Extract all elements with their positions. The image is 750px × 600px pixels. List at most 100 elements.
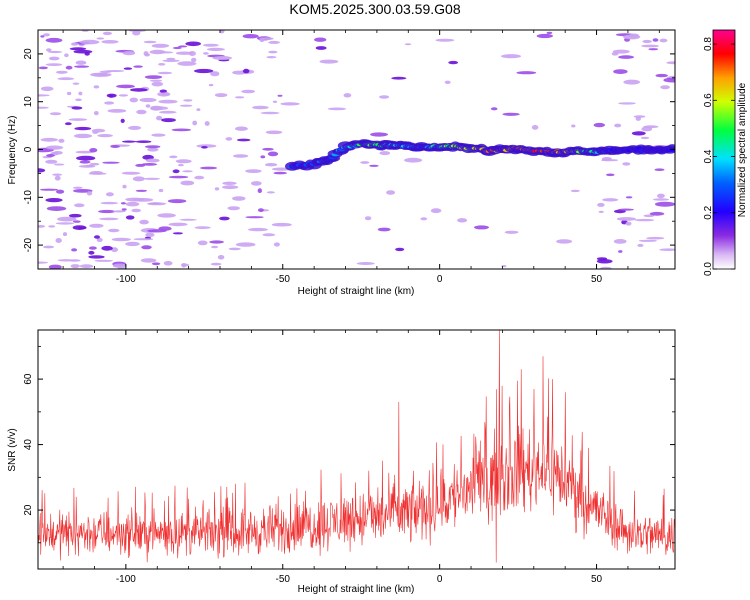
heatmap-cell: [596, 259, 613, 264]
heatmap-cell: [660, 85, 670, 90]
heatmap-cell: [211, 245, 219, 249]
heatmap-cell: [606, 173, 615, 177]
snr-xtick-label: -50: [276, 574, 291, 585]
heatmap-cell: [235, 242, 256, 247]
heatmap-cell: [501, 54, 521, 59]
heatmap-cell: [101, 40, 119, 44]
heatmap-cell: [111, 237, 131, 242]
heatmap-cell: [159, 89, 167, 93]
heatmap-cell: [121, 171, 141, 175]
heatmap-cell: [638, 239, 658, 242]
heatmap-cell: [38, 106, 49, 109]
heatmap-xtick-label: -50: [276, 274, 291, 285]
heatmap-cell: [143, 51, 149, 56]
heatmap-cell: [457, 218, 468, 223]
heatmap-cell: [268, 40, 280, 44]
heatmap-cell: [655, 73, 668, 78]
heatmap-cell: [43, 33, 50, 37]
heatmap-cell: [74, 65, 90, 68]
heatmap-cell: [72, 186, 83, 189]
heatmap-cell: [89, 148, 98, 153]
heatmap-cell: [90, 72, 109, 77]
heatmap-cell: [52, 173, 62, 176]
heatmap-cell: [194, 226, 211, 230]
heatmap-cell: [125, 215, 135, 220]
heatmap-cell: [102, 161, 120, 164]
heatmap-cell: [219, 30, 225, 34]
snr-xtick-label: 0: [437, 574, 443, 585]
heatmap-cell: [143, 177, 160, 180]
heatmap-cell: [182, 170, 193, 173]
heatmap-cell: [212, 56, 232, 60]
heatmap-cell: [370, 132, 388, 137]
heatmap-cell: [99, 70, 112, 74]
heatmap-cell: [158, 99, 178, 104]
heatmap-cell: [45, 159, 58, 164]
heatmap-cell: [75, 60, 87, 65]
heatmap-cell: [168, 222, 188, 227]
snr-xlabel: Height of straight line (km): [298, 584, 415, 595]
heatmap-cell: [646, 236, 665, 240]
colorbar: [712, 29, 736, 270]
heatmap-cell: [228, 247, 241, 251]
heatmap-cell: [268, 50, 278, 54]
heatmap-cell: [89, 246, 97, 250]
heatmap-cell: [122, 140, 137, 143]
heatmap-cell: [141, 245, 152, 250]
heatmap-cell: [625, 221, 632, 226]
heatmap-cell: [618, 55, 634, 59]
heatmap-cell: [145, 145, 161, 149]
heatmap-cell: [128, 125, 142, 130]
heatmap-cell: [379, 95, 390, 99]
heatmap-cell: [86, 191, 93, 196]
heatmap-cell: [144, 75, 163, 79]
heatmap-cell: [46, 206, 67, 212]
heatmap-cell: [79, 160, 91, 164]
heatmap-cell: [88, 255, 105, 259]
heatmap-cell: [245, 216, 264, 219]
heatmap-cell: [78, 165, 96, 168]
heatmap-cell: [156, 115, 163, 121]
heatmap-cell: [631, 131, 646, 136]
heatmap-cell: [640, 136, 650, 140]
heatmap-cell: [556, 239, 573, 244]
heatmap-cell: [659, 248, 675, 251]
heatmap-cell: [57, 216, 77, 222]
heatmap-cell: [147, 147, 159, 152]
heatmap-cell: [272, 100, 278, 104]
heatmap-cell: [151, 81, 164, 87]
page-title: KOM5.2025.300.03.59.G08: [289, 1, 461, 17]
heatmap-cell: [74, 126, 92, 131]
heatmap-cell: [96, 237, 103, 243]
snr-ylabel: SNR (v/v): [7, 428, 18, 471]
heatmap-cell: [157, 213, 176, 218]
heatmap-cell: [262, 147, 274, 151]
heatmap-cell: [168, 175, 189, 179]
heatmap-cell: [623, 79, 640, 85]
heatmap-cell: [175, 159, 192, 164]
heatmap-cell: [98, 209, 116, 214]
heatmap-cell: [163, 261, 173, 266]
snr-ytick-label: 20: [23, 504, 34, 516]
heatmap-cell: [616, 217, 637, 221]
heatmap-cell: [69, 213, 82, 218]
heatmap-cell: [250, 181, 262, 186]
heatmap-ytick-label: 10: [23, 96, 34, 108]
heatmap-cell: [183, 99, 193, 102]
heatmap-cell: [181, 263, 187, 268]
heatmap-cell: [112, 210, 126, 213]
heatmap-cell: [614, 123, 622, 128]
heatmap-cell: [379, 151, 391, 156]
heatmap-cell: [169, 155, 178, 159]
heatmap-cell: [91, 128, 106, 133]
heatmap-cell: [404, 43, 412, 46]
heatmap-cell: [38, 225, 46, 228]
heatmap-cell: [435, 38, 455, 42]
snr-frame: [37, 329, 676, 570]
heatmap-cell: [56, 189, 65, 194]
heatmap-cell: [266, 191, 275, 194]
heatmap-cell: [448, 60, 459, 65]
heatmap-cell: [204, 121, 210, 126]
heatmap-cell: [233, 154, 249, 158]
